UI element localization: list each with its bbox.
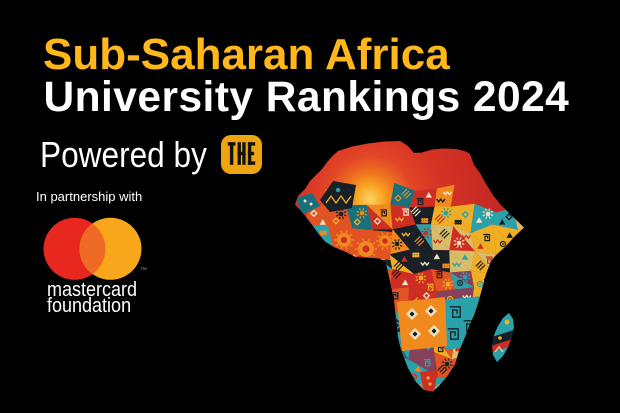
svg-text:™: ™ [140, 267, 147, 274]
